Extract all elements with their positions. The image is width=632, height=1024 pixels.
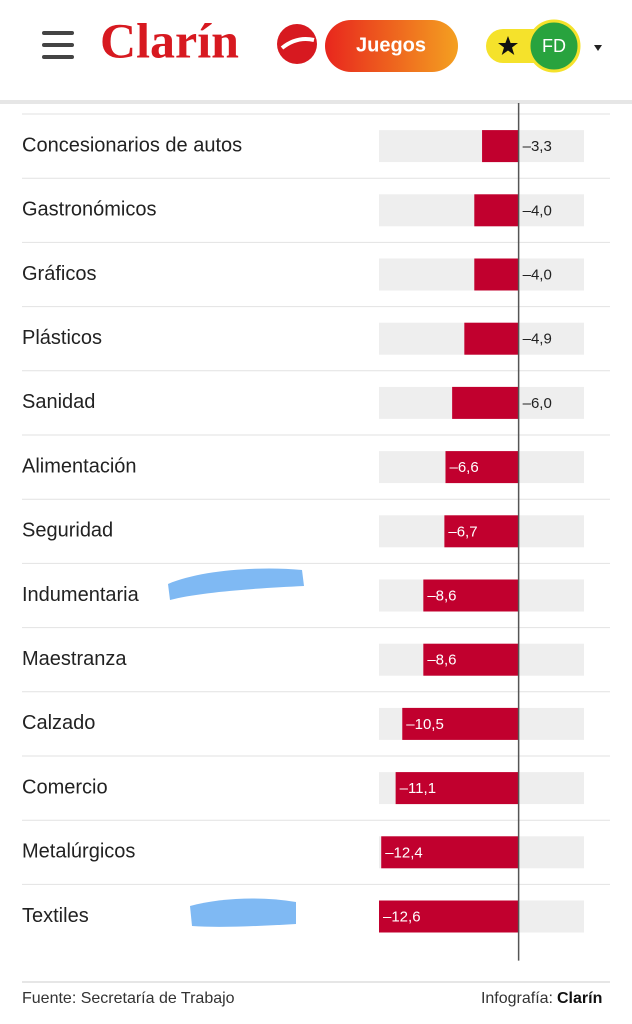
bar (482, 130, 519, 163)
category-label: Gastronómicos (22, 199, 157, 221)
avatar[interactable] (527, 19, 581, 73)
bar (379, 900, 519, 933)
value-label: –6,7 (448, 523, 477, 540)
logo-mark (277, 24, 317, 64)
category-label: Alimentación (22, 455, 137, 477)
highlighter-scribble (168, 568, 304, 600)
highlighter-scribble (190, 898, 296, 927)
bar (423, 643, 519, 676)
games-label: Juegos (356, 34, 426, 56)
header-shadow (0, 100, 632, 104)
category-label: Comercio (22, 776, 108, 798)
category-label: Gráficos (22, 263, 96, 285)
value-label: –8,6 (427, 587, 456, 604)
bar (395, 772, 519, 805)
value-label: –12,4 (385, 844, 423, 861)
credit-label: Infografía: (481, 990, 553, 1007)
games-button[interactable] (325, 20, 458, 72)
bar (381, 836, 519, 869)
value-label: –4,0 (523, 202, 552, 219)
value-label: –12,6 (383, 908, 421, 925)
value-label: –10,5 (406, 716, 444, 733)
bar (445, 451, 519, 484)
value-label: –11,1 (400, 780, 436, 797)
value-label: –8,6 (427, 652, 456, 669)
category-label: Concesionarios de autos (22, 134, 242, 156)
credit-brand: Clarín (557, 990, 602, 1007)
value-label: –6,6 (449, 459, 478, 476)
bar (444, 515, 519, 548)
bar (452, 386, 519, 419)
category-label: Maestranza (22, 648, 127, 670)
value-label: –4,0 (523, 266, 552, 283)
category-label: Indumentaria (22, 584, 140, 606)
category-label: Calzado (22, 712, 95, 734)
avatar-initials: FD (542, 36, 566, 56)
menu-icon[interactable] (42, 31, 74, 59)
logo-circle (277, 24, 317, 64)
bar (402, 707, 519, 740)
bar (474, 194, 519, 227)
category-label: Textiles (22, 905, 89, 927)
category-label: Sanidad (22, 391, 95, 413)
logo-swoosh (280, 37, 315, 50)
bar (464, 322, 519, 355)
bar-track (379, 130, 584, 163)
category-label: Plásticos (22, 327, 102, 349)
source: Fuente: Secretaría de Trabajo (22, 990, 235, 1007)
logo[interactable]: Clarín (100, 12, 239, 68)
value-label: –4,9 (523, 331, 552, 348)
star-icon (498, 36, 518, 55)
value-label: –3,3 (523, 138, 552, 155)
category-label: Seguridad (22, 520, 113, 542)
dropdown-arrow[interactable] (594, 45, 602, 51)
bar (474, 258, 519, 291)
category-label: Metalúrgicos (22, 841, 135, 863)
chart: Concesionarios de autos –3,3 Gastronómicos… (22, 103, 610, 961)
bar (423, 579, 519, 612)
value-label: –6,0 (523, 395, 552, 412)
